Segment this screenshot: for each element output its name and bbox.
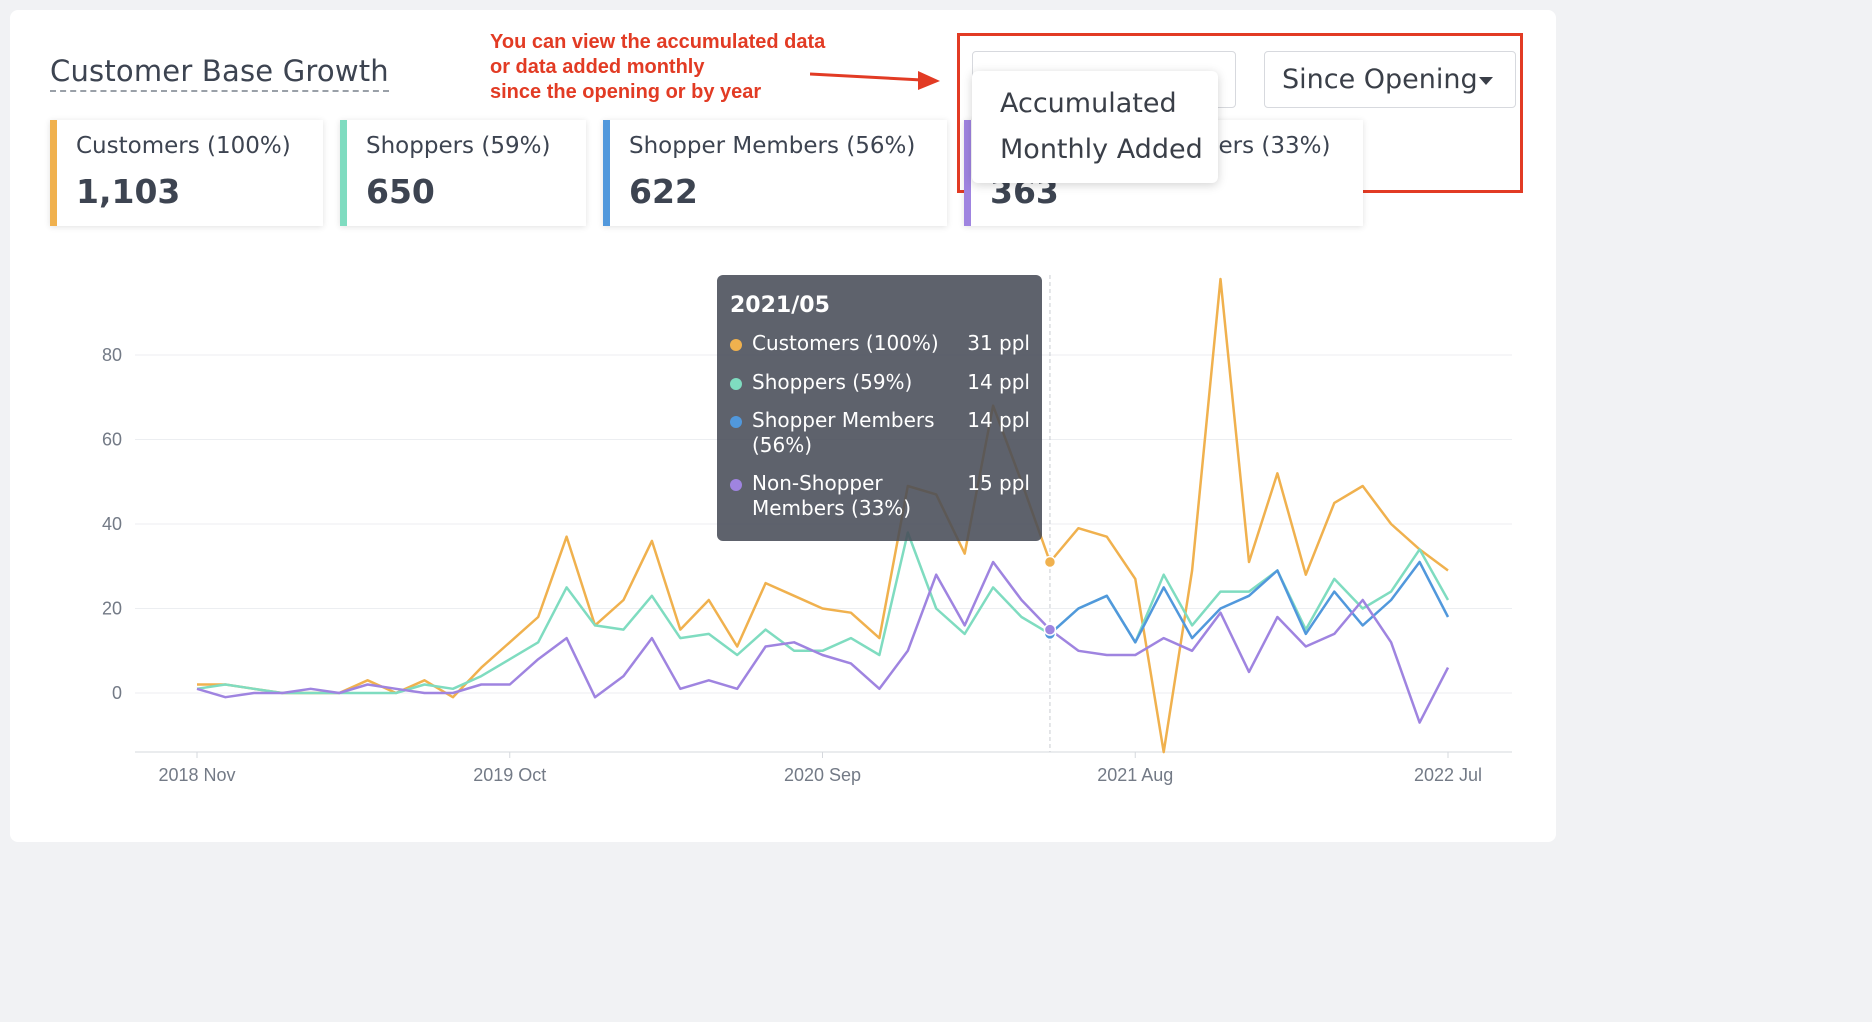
series-line-1 bbox=[196, 531, 1450, 695]
tooltip-series-value: 14 ppl bbox=[967, 408, 1030, 432]
range-select-value: Since Opening bbox=[1282, 64, 1478, 95]
series-line-3 bbox=[196, 560, 1450, 724]
dropdown-option-accumulated[interactable]: Accumulated bbox=[1000, 88, 1177, 119]
tooltip-series-name: Shopper Members (56%) bbox=[752, 408, 935, 457]
stat-value: 650 bbox=[366, 172, 435, 211]
x-tick-label: 2019 Oct bbox=[473, 765, 546, 785]
caret-down-icon bbox=[1479, 77, 1493, 85]
stat-label: Shopper Members (56%) bbox=[629, 133, 916, 159]
annotation-line: since the opening or by year bbox=[490, 81, 762, 103]
page-title: Customer Base Growth bbox=[50, 54, 389, 92]
stat-card-shoppers: Shoppers (59%) 650 bbox=[340, 120, 586, 226]
annotation-note: You can view the accumulated data or dat… bbox=[490, 30, 825, 105]
hover-point-0 bbox=[1043, 555, 1057, 569]
legend-dot-icon bbox=[730, 378, 742, 390]
legend-dot-icon bbox=[730, 416, 742, 428]
y-tick-label: 40 bbox=[102, 514, 122, 534]
x-tick-label: 2018 Nov bbox=[158, 765, 235, 785]
y-tick-label: 20 bbox=[102, 599, 122, 619]
series-line-2 bbox=[1049, 560, 1450, 644]
stat-label: Customers (100%) bbox=[76, 133, 291, 159]
stat-label: Shoppers (59%) bbox=[366, 133, 551, 159]
legend-dot-icon bbox=[730, 339, 742, 351]
tooltip-series-name: Non-Shopper Members (33%) bbox=[752, 471, 912, 520]
tooltip-series-value: 31 ppl bbox=[967, 331, 1030, 355]
tooltip-series-value: 15 ppl bbox=[967, 471, 1030, 495]
y-tick-label: 80 bbox=[102, 345, 122, 365]
stat-value: 622 bbox=[629, 172, 698, 211]
x-tick-label: 2021 Aug bbox=[1097, 765, 1173, 785]
y-tick-label: 0 bbox=[112, 683, 122, 703]
line-chart[interactable]: 0 20 40 60 80 2018 Nov 2019 Oct 2020 Sep 2021 Au… bbox=[0, 0, 1568, 856]
tooltip-series-value: 14 ppl bbox=[967, 370, 1030, 394]
series-line-0 bbox=[197, 277, 1449, 754]
hover-point-3 bbox=[1043, 623, 1057, 636]
tooltip-series-name: Shoppers (59%) bbox=[752, 370, 913, 394]
legend-dot-icon bbox=[730, 479, 742, 491]
annotation-arrow-icon bbox=[810, 71, 940, 90]
stat-card-customers: Customers (100%) 1,103 bbox=[50, 120, 323, 226]
range-select[interactable]: Since Opening bbox=[1264, 51, 1516, 108]
chart-tooltip: 2021/05 Customers (100%) 31 ppl Shoppers… bbox=[717, 275, 1042, 541]
x-tick-label: 2020 Sep bbox=[784, 765, 861, 785]
tooltip-date: 2021/05 bbox=[730, 293, 830, 318]
annotation-line: You can view the accumulated data bbox=[490, 31, 826, 53]
tooltip-series-name: Customers (100%) bbox=[752, 331, 939, 355]
mode-dropdown-menu: Accumulated Monthly Added bbox=[972, 71, 1218, 183]
annotation-line: or data added monthly bbox=[490, 56, 705, 78]
x-tick-label: 2022 Jul bbox=[1414, 765, 1482, 785]
y-tick-label: 60 bbox=[102, 430, 122, 450]
stat-value: 1,103 bbox=[76, 172, 181, 211]
dropdown-option-monthly-added[interactable]: Monthly Added bbox=[1000, 134, 1203, 165]
stat-card-shopper-members: Shopper Members (56%) 622 bbox=[603, 120, 947, 226]
